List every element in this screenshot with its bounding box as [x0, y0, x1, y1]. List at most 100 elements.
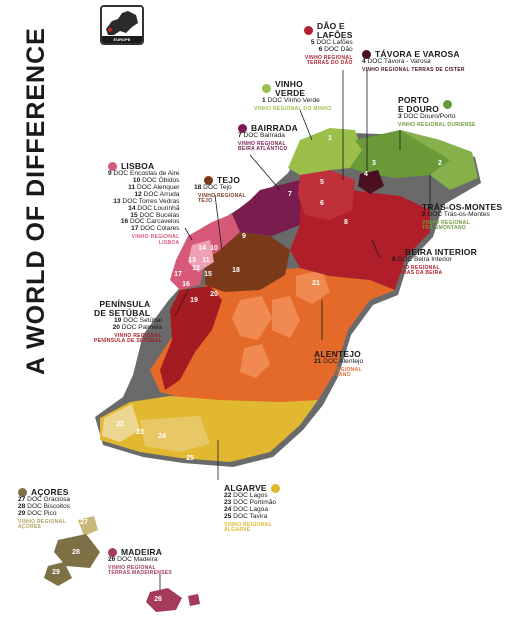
- lisboa-vr: VINHO REGIONAL LISBOA: [131, 234, 180, 246]
- douro-title: PORTO E DOURO: [398, 95, 440, 114]
- label-bairrada: BAIRRADA 7 DOC Bairrada VINHO REGIONAL BE…: [238, 124, 298, 152]
- region-algarve-west: [102, 404, 140, 442]
- bairrada-dot-icon: [238, 124, 247, 133]
- madeira-dot-icon: [108, 548, 117, 557]
- region-number-22: 22: [116, 421, 124, 428]
- vinho-verde-docs: 1 DOC Vinho Verde: [262, 96, 320, 104]
- algarve-title: ALGARVE: [224, 483, 267, 494]
- madeira-title: MADEIRA: [121, 547, 163, 558]
- douro-dot-icon: [443, 100, 453, 110]
- label-acores: AÇORES 27 DOC Graciosa 28 DOC Biscoitos 29…: [18, 488, 70, 530]
- label-setubal: PENÍNSULA DE SETÚBAL 19 DOC Setúbal 20 DOC…: [94, 300, 162, 344]
- beira-title: BEIRA INTERIOR: [405, 247, 477, 258]
- tavora-vr: VINHO REGIONAL TERRAS DE CISTER: [362, 66, 465, 73]
- region-number-24: 24: [158, 433, 166, 440]
- lisboa-dot-icon: [108, 162, 117, 171]
- region-number-25: 25: [186, 455, 194, 462]
- region-setubal: [160, 286, 222, 390]
- beira-dot-icon: [392, 248, 401, 257]
- region-number-18: 18: [232, 267, 240, 274]
- region-number-15: 15: [204, 271, 212, 278]
- region-number-17: 17: [174, 271, 182, 278]
- vinho-verde-title: VINHO VERDE: [275, 79, 306, 98]
- island-madeira-small: [188, 594, 200, 606]
- alentejo-docs: 21 DOC Alentejo: [314, 357, 364, 365]
- island-graciosa: [78, 516, 98, 536]
- lisboa-title: LISBOA: [121, 161, 155, 172]
- vinho-verde-vr: VINHO REGIONAL DO MINHO: [254, 105, 332, 112]
- tejo-title: TEJO: [217, 175, 241, 186]
- alentejo-title: ALENTEJO: [314, 349, 361, 359]
- dao-vr: VINHO REGIONAL TERRAS DO DÃO: [304, 54, 353, 66]
- region-tras: [400, 130, 478, 190]
- region-tavora: [358, 170, 384, 194]
- leader-bairrada: [249, 154, 281, 191]
- vertical-title: A WORLD OF DIFFERENCE: [22, 27, 50, 375]
- region-number-27: 27: [80, 519, 88, 526]
- region-number-5: 5: [320, 179, 324, 186]
- label-madeira: MADEIRA 26 DOC Madeira VINHO REGIONAL TER…: [108, 548, 172, 576]
- leader-beira: [371, 239, 381, 259]
- douro-vr: VINHO REGIONAL DURIENSE: [398, 121, 476, 128]
- label-tavora: TÁVORA E VAROSA 4 DOC Távora - Varosa VI…: [362, 50, 465, 73]
- bairrada-vr: VINHO REGIONAL BEIRA ATLÂNTICO: [238, 140, 288, 153]
- tavora-dot-icon: [362, 50, 371, 59]
- douro-docs: 3 DOC Douro/Porto: [398, 112, 456, 120]
- region-number-14: 14: [198, 245, 206, 252]
- label-beira-interior: BEIRA INTERIOR 8 DOC Beira Interior VINH…: [392, 248, 477, 276]
- region-number-8: 8: [344, 219, 348, 226]
- madeira-docs: 26 DOC Madeira: [108, 556, 158, 563]
- leader-vinho-verde: [299, 109, 313, 141]
- beira-docs: 8 DOC Beira Interior: [392, 256, 452, 263]
- region-number-6: 6: [320, 200, 324, 207]
- label-lisboa: LISBOA 9 DOC Encostas de Aire 10 DOC Óbid…: [108, 162, 179, 246]
- dao-dot-icon: [304, 26, 313, 36]
- region-number-3: 3: [372, 160, 376, 167]
- setubal-vr: VINHO REGIONAL PENÍNSULA DE SETÚBAL: [94, 332, 163, 344]
- tejo-dot-icon: [204, 176, 213, 185]
- leader-lisboa: [184, 227, 193, 241]
- region-number-21: 21: [312, 280, 320, 287]
- dao-docs: 5 DOC Lafões 6 DOC Dão: [310, 38, 353, 53]
- label-vinho-verde: VINHO VERDE 1 DOC Vinho Verde VINHO REGIO…: [254, 79, 331, 112]
- europe-locator-inset: EUROPE: [100, 5, 144, 45]
- tavora-title: TÁVORA E VAROSA: [375, 49, 460, 60]
- acores-dot-icon: [18, 488, 27, 497]
- island-madeira: [146, 588, 182, 612]
- region-number-2: 2: [438, 160, 442, 167]
- tras-title: TRÁS-OS-MONTES: [422, 202, 503, 212]
- label-tejo: TEJO 18 DOC Tejo VINHO REGIONAL TEJO: [194, 175, 246, 204]
- region-number-13: 13: [188, 257, 196, 264]
- bairrada-title: BAIRRADA: [251, 123, 298, 134]
- beira-vr: VINHO REGIONAL TERRAS DA BEIRA: [392, 264, 443, 277]
- acores-docs: 27 DOC Graciosa 28 DOC Biscoitos 29 DOC Pi…: [18, 496, 71, 517]
- leader-setubal: [174, 289, 189, 317]
- island-pico: [44, 562, 72, 586]
- region-number-29: 29: [52, 569, 60, 576]
- tejo-vr: VINHO REGIONAL TEJO: [198, 192, 246, 205]
- region-lisboa-light: [188, 240, 214, 272]
- region-vinho-verde: [288, 128, 362, 175]
- region-number-12: 12: [192, 265, 200, 272]
- region-bairrada: [232, 180, 312, 236]
- region-number-10: 10: [210, 245, 218, 252]
- tejo-docs: 18 DOC Tejo: [194, 184, 232, 191]
- tavora-docs: 4 DOC Távora - Varosa: [362, 58, 431, 65]
- region-number-28: 28: [72, 549, 80, 556]
- alentejo-vr: VINHO REGIONAL ALENTEJANO: [314, 366, 362, 379]
- region-number-19: 19: [190, 297, 198, 304]
- bairrada-docs: 7 DOC Bairrada: [238, 132, 285, 139]
- region-number-23: 23: [136, 429, 144, 436]
- tras-docs: 2 DOC Trás-os-Montes: [422, 210, 490, 218]
- region-number-4: 4: [364, 171, 368, 178]
- label-algarve: ALGARVE 22 DOC Lagos 23 DOC Portimão 24 DO…: [224, 484, 280, 533]
- algarve-dot-icon: [270, 484, 280, 493]
- leader-tejo: [214, 194, 223, 251]
- region-number-7: 7: [288, 191, 292, 198]
- setubal-docs: 19 DOC Setúbal 20 DOC Palmela: [112, 316, 163, 331]
- region-dao: [298, 170, 355, 220]
- acores-vr: VINHO REGIONAL AÇORES: [18, 518, 66, 531]
- tras-vr: VINHO REGIONAL TRÁ SMONTANO: [422, 219, 470, 232]
- region-number-26: 26: [154, 596, 162, 603]
